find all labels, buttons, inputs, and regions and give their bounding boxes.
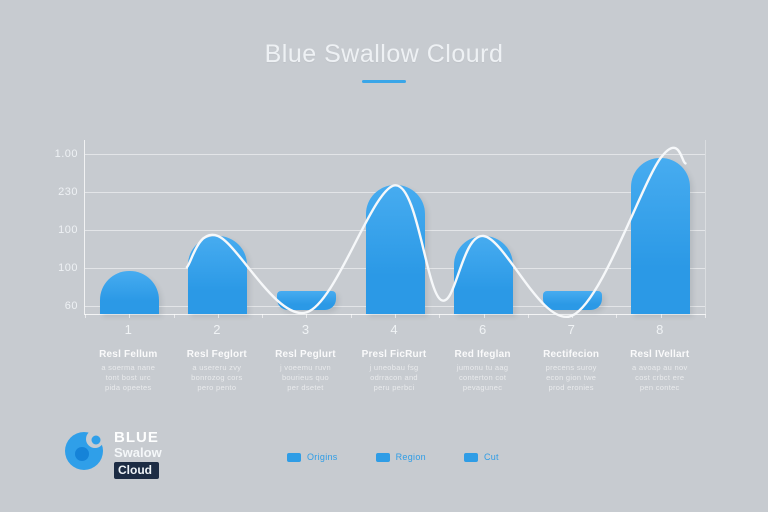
annotation-heading: Red Ifeglan [454,349,511,360]
x-axis-tick [483,314,485,318]
x-category-column: 4 [350,322,439,337]
annotation-line: bourieus quo [281,373,329,382]
x-axis-tick [173,314,175,318]
annotation-block: Resl Fellum a soerma nane tont bost urc pid… [84,349,173,393]
x-axis-tick [616,314,618,318]
logo-word-blue: BLUE [114,429,159,446]
swirl-logo-icon [65,430,104,470]
logo-word-swalow: Swalow [114,445,162,460]
x-axis-tick [395,314,396,318]
x-category-column: 6 [438,322,527,337]
annotation-line: j voeemu ruvn [279,363,331,372]
annotation-line: odrracon and [370,373,418,382]
annotation-heading: Presl FicRurt [361,349,427,360]
y-tick-label: 100 [58,224,78,236]
x-category-column: 3 [261,322,350,337]
bar-series-3 [276,290,336,310]
annotation-line: peru perbci [373,383,415,392]
x-category-label: 7 [567,322,575,337]
legend-label: Region [395,452,426,462]
annotation-line: a soerma nane [101,363,156,372]
annotation-heading: Resl IVellart [630,349,690,360]
bar-series-4 [365,185,425,314]
x-category-label: 4 [390,322,398,337]
x-axis-tick [129,314,131,318]
annotation-line: pevagunec [462,383,503,392]
annotation-line: a usereru zvy [192,363,242,372]
logo-text: BLUE Swalow Cloud [114,428,162,479]
annotation-block: Presl FicRurt j uneobau fsg odrracon and pe… [350,349,439,393]
bar-series-6 [454,235,514,314]
annotation-block: Resl Feglort a usereru zvy bonrozog cors pe… [173,349,262,393]
x-category-column: 8 [615,322,704,337]
x-axis-tick [439,314,441,318]
legend-swatch-icon [463,452,478,462]
annotation-heading: Resl Feglort [186,349,247,360]
legend-item: Origins [287,452,338,462]
x-category-label: 3 [301,322,310,337]
x-axis-tick [217,314,219,318]
x-axis-tick [527,314,529,318]
legend-item: Cut [463,452,499,462]
annotation-line: pida opeetes [105,383,152,392]
annotation-block: Resl IVellart a avoap au nov cost crbct er… [615,349,704,393]
annotation-heading: Resl Peglurt [275,349,336,360]
annotation-line: tont bost urc [105,373,151,382]
annotation-line: j uneobau fsg [369,363,419,372]
x-axis-tick [705,314,706,318]
annotation-line: cost crbct ere [635,373,685,382]
chart-legend: Origins Region Cut [287,452,499,462]
legend-label: Cut [483,452,499,462]
brand-logo: BLUE Swalow Cloud [62,428,162,479]
column-annotations: Resl Fellum a soerma nane tont bost urc pid… [84,349,704,393]
annotation-line: bonrozog cors [191,373,243,382]
annotation-line: econ gion twe [546,373,597,382]
annotation-heading: Resl Fellum [99,349,158,360]
annotation-line: prod eronies [548,383,594,392]
legend-item: Region [375,452,426,462]
annotation-line: precens suroy [545,363,597,372]
x-category-column: 1 [84,322,173,337]
x-axis-tick [350,314,352,318]
annotation-block: Rectifecion precens suroy econ gion twe pro… [527,349,616,393]
x-category-label: 6 [478,322,487,337]
y-tick-label: 230 [58,186,78,198]
annotation-line: jumonu tu aag [456,363,509,372]
x-axis-labels: 1 2 3 4 6 7 8 [84,322,704,337]
x-category-label: 1 [124,322,132,337]
legend-label: Origins [307,452,338,462]
x-category-label: 8 [656,322,664,337]
annotation-line: pen contec [639,383,680,392]
x-category-label: 2 [213,322,221,337]
annotation-block: Resl Peglurt j voeemu ruvn bourieus quo per… [261,349,350,393]
y-tick-label: 1.00 [54,148,78,160]
annotation-heading: Rectifecion [543,349,600,360]
page-title: Blue Swallow Clourd [264,40,504,68]
bar-series-8 [631,157,691,314]
x-category-column: 7 [527,322,616,337]
x-axis-tick [85,314,86,318]
y-tick-label: 60 [64,300,78,312]
bar-series-1 [99,271,159,314]
annotation-line: conterton cot [458,373,507,382]
x-axis-tick [660,314,662,318]
legend-swatch-icon [287,452,301,462]
bar-series-7 [542,290,602,310]
annotation-block: Red Ifeglan jumonu tu aag conterton cot pev… [438,349,527,393]
annotation-line: a avoap au nov [632,363,688,372]
bar-series-2 [188,235,248,314]
x-axis-tick [306,314,308,318]
chart-plot [84,140,706,319]
x-axis-tick [262,314,264,318]
x-axis-tick [572,314,574,318]
gridline [85,154,705,155]
annotation-line: pero pento [197,383,237,392]
annotation-line: per dsetet [287,383,324,392]
y-tick-label: 100 [58,262,78,274]
title-underline [362,80,406,83]
x-category-column: 2 [173,322,262,337]
logo-word-cloud-badge: Cloud [114,462,159,479]
legend-swatch-icon [375,452,390,462]
